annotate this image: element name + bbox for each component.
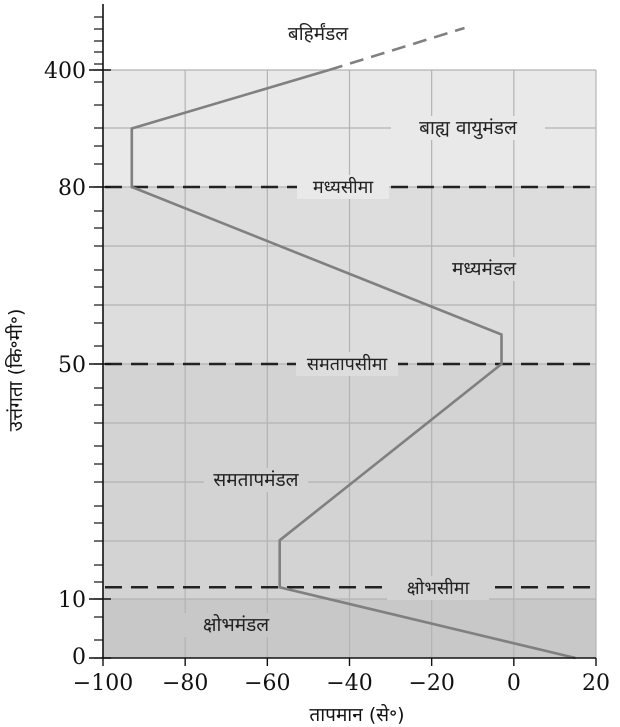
temperature-curve xyxy=(130,26,576,660)
y-tick-label: 80 xyxy=(58,176,86,201)
x-tick-label: 20 xyxy=(582,671,610,696)
x-tick-label: −20 xyxy=(408,671,454,696)
y-axis-title: उत्तंगता (कि॰मी॰) xyxy=(4,309,27,432)
layer-labels: बहिर्मंडल बाह्य वायुमंडल मध्यमंडल समतापमंडल… xyxy=(184,22,545,637)
y-tick-label: 0 xyxy=(72,645,86,670)
boundary-label-bg xyxy=(387,576,489,600)
boundary-label: मध्यसीमा xyxy=(313,176,374,198)
layer-label-bg xyxy=(391,116,545,140)
axes xyxy=(89,4,597,666)
layer-label: बहिर्मंडल xyxy=(288,22,349,45)
curve-dashed-extension xyxy=(328,26,465,72)
y-tick-label: 10 xyxy=(58,588,86,613)
boundary-label-bg xyxy=(296,352,398,376)
layer-label: बाह्य वायुमंडल xyxy=(419,117,518,140)
x-tick-label: −80 xyxy=(162,671,208,696)
layer-label: क्षोभमंडल xyxy=(203,613,270,636)
curve-line xyxy=(130,68,576,660)
layer-label-bg xyxy=(184,613,288,637)
y-tick-label: 50 xyxy=(58,353,86,378)
layer-label: समतापमंडल xyxy=(213,469,299,491)
x-tick-label: −100 xyxy=(73,671,133,696)
x-tick-label: 0 xyxy=(507,671,521,696)
boundary-label: क्षोभसीमा xyxy=(407,577,470,599)
boundary-label-bg xyxy=(297,175,389,199)
y-tick-label: 400 xyxy=(44,59,86,84)
x-tick-label: −60 xyxy=(244,671,290,696)
layer-label-bg xyxy=(437,257,531,281)
layer-label: मध्यमंडल xyxy=(452,258,517,280)
layer-label-bg xyxy=(204,468,308,492)
boundary-labels: मध्यसीमा समतापसीमा क्षोभसीमा xyxy=(296,175,489,600)
x-tick-labels: −100 −80 −60 −40 −20 0 20 xyxy=(73,671,610,696)
x-axis-title: तापमान (से॰) xyxy=(309,703,404,726)
y-tick-labels: 0 10 50 80 400 xyxy=(44,59,86,670)
x-tick-label: −40 xyxy=(326,671,372,696)
boundary-label: समतापसीमा xyxy=(307,353,388,375)
